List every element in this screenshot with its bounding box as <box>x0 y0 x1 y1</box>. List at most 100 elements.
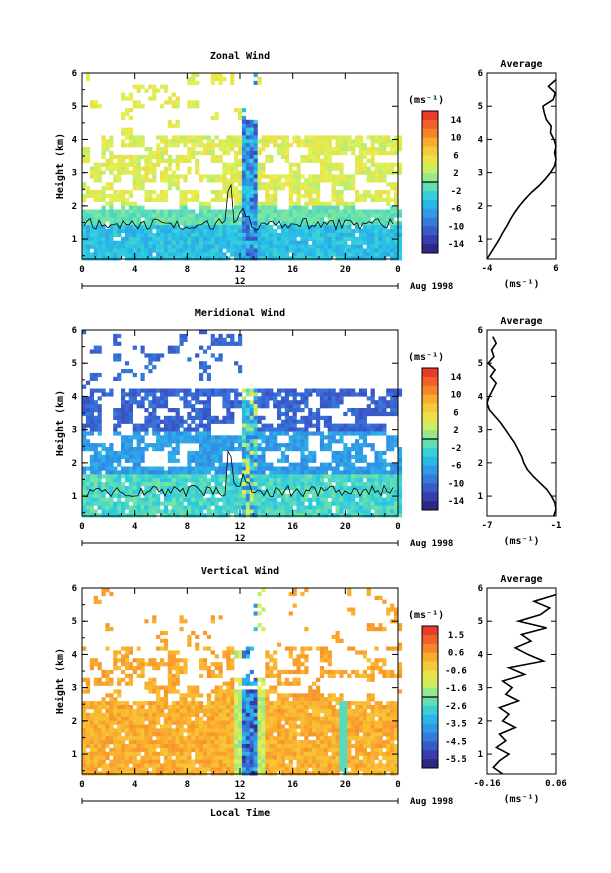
heatmap-cell <box>339 470 344 475</box>
heatmap-cell <box>148 720 153 725</box>
colorbar-tick-label: 14 <box>451 116 462 126</box>
heatmap-cell <box>339 182 344 187</box>
average-profile-line <box>486 78 557 260</box>
heatmap-cell <box>386 505 391 510</box>
heatmap-cell <box>121 450 126 456</box>
heatmap-cell <box>128 408 133 413</box>
heatmap-cell <box>390 248 395 253</box>
heatmap-cell <box>117 190 122 195</box>
heatmap-cell <box>269 217 274 222</box>
heatmap-cell <box>144 478 149 483</box>
heatmap-cell <box>156 135 161 140</box>
heatmap-cell <box>284 229 289 234</box>
heatmap-cell <box>222 139 227 144</box>
heatmap-cell <box>226 474 231 479</box>
heatmap-cell <box>366 489 371 495</box>
heatmap-cell <box>253 431 258 436</box>
heatmap-cell <box>89 372 94 378</box>
heatmap-cell <box>85 186 91 191</box>
heatmap-cell <box>152 619 157 624</box>
heatmap-cell <box>109 751 114 756</box>
heatmap-cell <box>210 213 215 218</box>
heatmap-cell <box>378 197 383 202</box>
heatmap-cell <box>292 186 297 191</box>
heatmap-cell <box>316 501 321 506</box>
heatmap-cell <box>113 755 118 760</box>
heatmap-cell <box>222 174 227 179</box>
heatmap-cell <box>124 716 130 721</box>
heatmap-cell <box>156 415 161 420</box>
heatmap-cell <box>339 462 344 467</box>
heatmap-cell <box>394 186 399 191</box>
heatmap-cell <box>144 486 149 491</box>
heatmap-cell <box>347 135 352 140</box>
heatmap-cell <box>187 232 192 238</box>
heatmap-cell <box>214 112 219 117</box>
heatmap-cell <box>175 182 180 187</box>
heatmap-cell <box>105 712 110 717</box>
heatmap-cell <box>117 478 122 483</box>
heatmap-cell <box>163 225 169 230</box>
heatmap-cell <box>327 419 332 424</box>
heatmap-cell <box>148 209 153 214</box>
heatmap-cell <box>187 427 192 432</box>
heatmap-cell <box>140 213 145 218</box>
heatmap-cell <box>109 221 114 226</box>
heatmap-cell <box>300 154 305 160</box>
heatmap-cell <box>331 392 336 397</box>
heatmap-cell <box>226 221 231 226</box>
colorbar-segment <box>422 474 438 484</box>
heatmap-cell <box>382 217 387 222</box>
heatmap-cell <box>85 712 91 717</box>
heatmap-cell <box>241 408 247 413</box>
heatmap-cell <box>362 229 367 234</box>
heatmap-cell <box>140 705 145 710</box>
heatmap-cell <box>245 400 250 405</box>
heatmap-cell <box>292 497 297 502</box>
heatmap-cell <box>82 404 87 409</box>
heatmap-cell <box>370 470 375 475</box>
heatmap-cell <box>128 190 133 195</box>
heatmap-cell <box>117 482 122 487</box>
x-tick-label: 16 <box>287 265 298 275</box>
heatmap-cell <box>202 415 208 420</box>
heatmap-cell <box>241 205 247 210</box>
heatmap-cell <box>319 139 325 144</box>
heatmap-cell <box>202 213 208 218</box>
heatmap-cell <box>280 135 286 140</box>
heatmap-cell <box>105 217 110 222</box>
heatmap-cell <box>386 497 391 502</box>
heatmap-cell <box>222 190 227 195</box>
heatmap-cell <box>390 443 395 448</box>
heatmap-cell <box>109 193 114 199</box>
heatmap-cell <box>249 458 254 463</box>
heatmap-cell <box>288 392 293 397</box>
heatmap-cell <box>117 411 122 417</box>
heatmap-cell <box>113 478 118 483</box>
heatmap-cell <box>113 662 118 667</box>
heatmap-cell <box>183 337 188 342</box>
heatmap-cell <box>191 408 196 413</box>
heatmap-cell <box>128 662 133 667</box>
heatmap-cell <box>312 474 317 479</box>
heatmap-cell <box>160 209 165 214</box>
heatmap-cell <box>144 470 149 475</box>
heatmap-cell <box>109 232 114 238</box>
heatmap-cell <box>124 736 130 741</box>
heatmap-cell <box>148 197 153 202</box>
heatmap-cell <box>296 217 301 222</box>
heatmap-cell <box>167 96 172 101</box>
heatmap-cell <box>261 201 266 206</box>
heatmap-cell <box>156 509 161 514</box>
heatmap-cell <box>234 248 239 253</box>
heatmap-cell <box>347 236 352 241</box>
heatmap-cell <box>280 213 286 218</box>
heatmap-cell <box>362 501 367 506</box>
heatmap-cell <box>195 454 200 459</box>
heatmap-cell <box>167 486 172 491</box>
heatmap-cell <box>160 400 165 405</box>
heatmap-cell <box>245 474 250 479</box>
heatmap-cell <box>136 174 141 179</box>
heatmap-cell <box>117 740 122 745</box>
heatmap-cell <box>370 396 375 401</box>
